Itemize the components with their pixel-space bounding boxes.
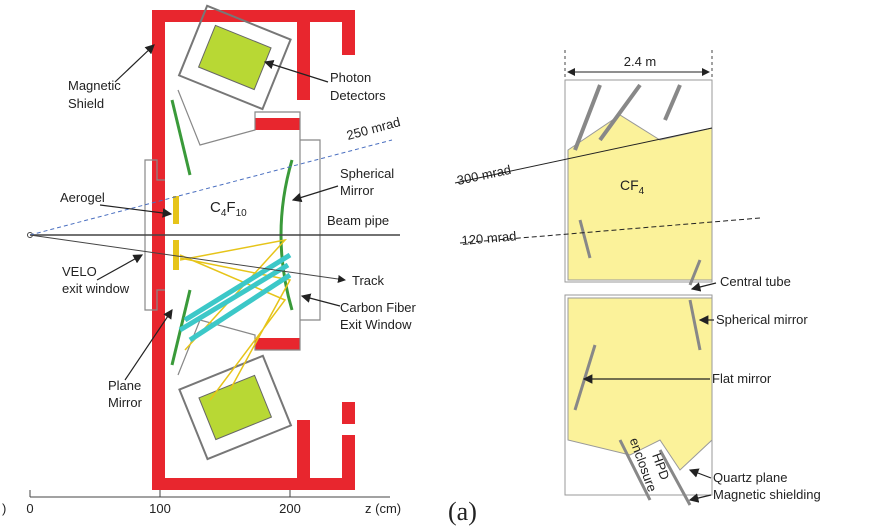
label: Central tube [720,274,791,289]
label: 250 mrad [345,114,402,143]
fragment: ) [2,501,6,516]
axis-tick-label: 100 [149,501,171,516]
axis-label: z (cm) [365,501,401,516]
axis-tick-label: 200 [279,501,301,516]
label: Quartz plane [713,470,787,485]
figure: MagneticShield PhotonDetectors 250 mrad … [0,0,869,528]
label: 300 mrad [456,162,513,188]
label: 120 mrad [461,228,517,248]
label: Flat mirror [712,371,772,386]
label: Spherical mirror [716,312,808,327]
formula: C4F10 [210,199,247,219]
label: Track [352,273,385,288]
label: Aerogel [60,190,105,205]
label: Beam pipe [327,213,389,228]
right-detector: 2.4 m 300 mrad CF4 120 mrad Central tube… [448,50,821,526]
axis-tick-label: 0 [26,501,33,516]
label: Magnetic shielding [713,487,821,502]
label: 2.4 m [624,54,657,69]
caption: (a) [448,497,477,526]
